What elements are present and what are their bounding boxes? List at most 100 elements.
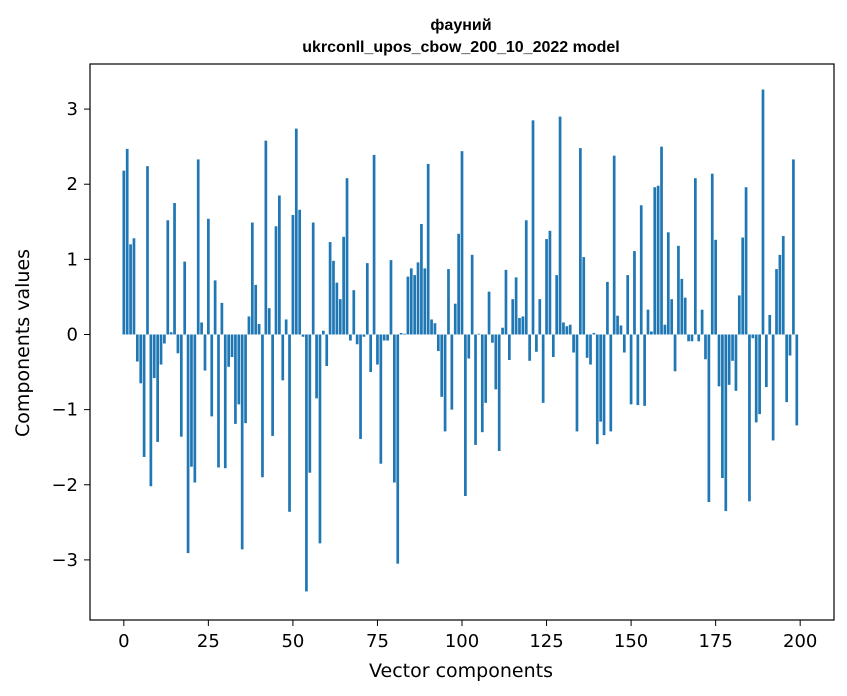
bar [210, 334, 214, 417]
bar [734, 334, 738, 391]
bar [305, 334, 308, 592]
bar [758, 334, 761, 415]
bar [765, 334, 768, 388]
bar [349, 334, 352, 341]
bar [183, 261, 187, 335]
bar [342, 236, 345, 335]
bar [430, 319, 433, 335]
x-axis-ticks: 0 25 50 75 100 125 150 175 200 [118, 620, 817, 652]
bar [727, 334, 731, 385]
chart-subtitle: ukrconll_upos_cbow_200_10_2022 model [302, 39, 619, 56]
bar [436, 334, 440, 352]
bar [139, 334, 143, 384]
bar [491, 334, 494, 343]
bar [190, 334, 193, 467]
chart-title: фауний [430, 17, 491, 34]
bar [132, 238, 136, 335]
bar [460, 151, 464, 335]
bar [514, 277, 518, 335]
bar [731, 334, 734, 361]
bar [338, 299, 342, 335]
bar [521, 316, 525, 335]
x-tick-label: 200 [783, 631, 817, 652]
bar [244, 334, 247, 424]
bar [440, 334, 444, 397]
bar [382, 334, 386, 341]
bar [393, 334, 396, 483]
x-tick-label: 75 [366, 631, 389, 652]
bar [771, 334, 775, 441]
y-tick-label: 3 [67, 99, 78, 120]
bar [362, 334, 366, 337]
bar [579, 148, 582, 335]
x-tick-label: 100 [445, 631, 479, 652]
bar [551, 334, 555, 358]
bar [612, 155, 616, 335]
bar [193, 334, 197, 483]
bar [332, 260, 335, 335]
bar [680, 278, 684, 335]
bar [602, 334, 606, 436]
bar [535, 334, 538, 352]
bar [595, 334, 599, 445]
bar [700, 309, 704, 335]
bar [186, 334, 190, 554]
bar [650, 331, 653, 335]
bar [524, 220, 528, 335]
bar [663, 324, 667, 335]
bar [484, 334, 488, 403]
bar [234, 334, 237, 424]
bar [433, 323, 437, 335]
bar [250, 222, 254, 335]
bar [616, 315, 619, 335]
bar [389, 260, 393, 335]
bar [683, 297, 687, 335]
bar [656, 185, 660, 335]
bar [653, 187, 657, 335]
bar [585, 334, 589, 358]
bar [403, 333, 406, 335]
bar [315, 334, 318, 399]
bar [217, 334, 220, 468]
bar [396, 334, 400, 564]
bar [494, 334, 498, 390]
bar [149, 334, 153, 487]
y-axis-label: Components values [12, 249, 34, 437]
bar [257, 323, 261, 335]
bar [487, 291, 491, 335]
bar [288, 334, 291, 512]
bar [690, 334, 694, 342]
bar [450, 334, 454, 410]
bar [278, 195, 281, 335]
bar [413, 275, 417, 335]
x-tick-label: 175 [698, 631, 732, 652]
bar [467, 334, 471, 359]
bar [335, 282, 339, 335]
bar [744, 187, 748, 335]
y-axis-ticks: −3 −2 −1 0 1 2 3 [51, 99, 90, 571]
bar [281, 334, 285, 381]
bar [173, 203, 176, 335]
bar [518, 317, 521, 335]
bar [152, 334, 156, 379]
bar [748, 334, 751, 502]
bar [203, 334, 207, 371]
bar [196, 159, 200, 335]
bar [687, 334, 690, 342]
bar [372, 154, 376, 335]
bar [365, 263, 369, 335]
bar [622, 334, 626, 353]
bar [545, 239, 548, 335]
bar [240, 334, 244, 550]
bar [660, 146, 663, 335]
bar [308, 334, 312, 473]
bar [629, 334, 633, 405]
bar [426, 163, 430, 335]
x-tick-label: 150 [614, 631, 648, 652]
bar [599, 334, 603, 422]
y-tick-label: 0 [67, 324, 78, 345]
bar [220, 302, 224, 335]
bar [284, 319, 288, 335]
bar [318, 334, 322, 544]
